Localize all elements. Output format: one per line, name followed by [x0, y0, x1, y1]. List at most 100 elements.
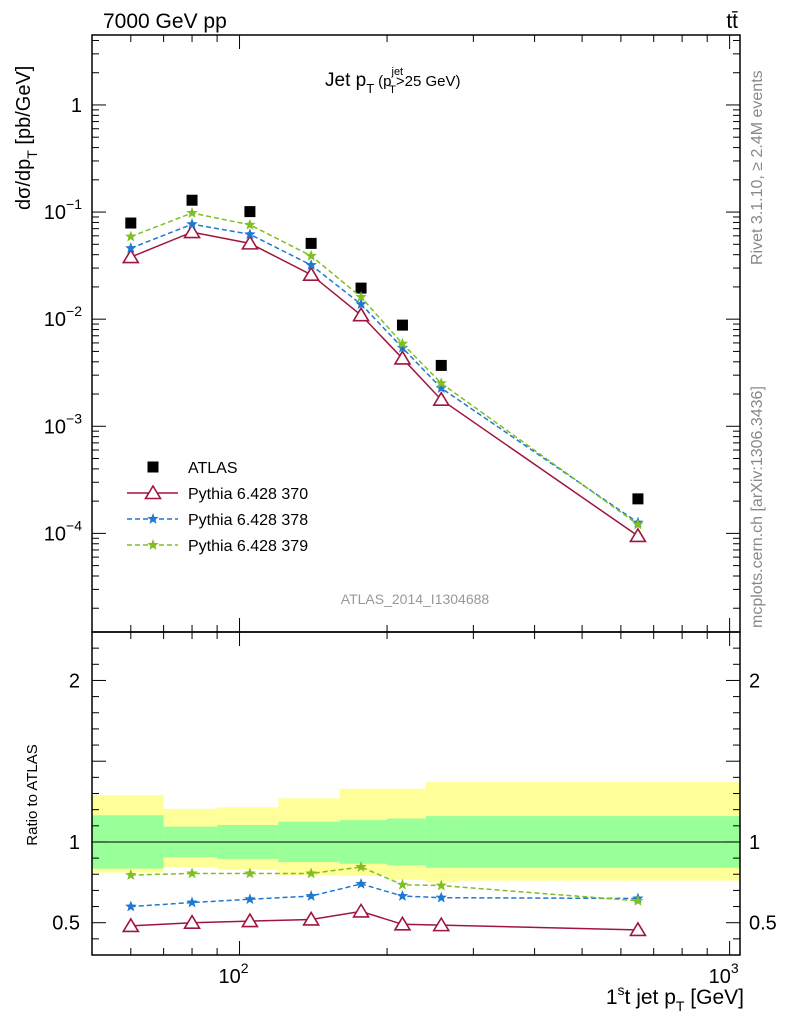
main-point-atlas [125, 217, 137, 229]
main-point-pythia-6-428-370 [183, 223, 201, 239]
legend: ATLAS Pythia 6.428 370 Pythia 6.428 378 Pyt… [127, 460, 308, 555]
ratio-point-pythia-6-428-378 [244, 893, 256, 905]
main-panel: 10−4 10−3 10−2 10−1 1 [44, 34, 741, 633]
legend-label-atlas: ATLAS [188, 460, 238, 477]
ratio-y-tick-label-right: 0.5 [749, 913, 777, 935]
ratio-point-pythia-6-428-378 [125, 900, 137, 912]
ratio-point-pythia-6-428-370 [629, 921, 647, 937]
ratio-point-pythia-6-428-378 [396, 890, 409, 901]
ratio-point-pythia-6-428-379 [186, 867, 198, 879]
main-line-pythia-6-428-370 [130, 231, 639, 537]
legend-marker-atlas [147, 461, 159, 473]
xaxis-label-sub: T [676, 998, 685, 1014]
xaxis-label-mid: t jet p [625, 986, 676, 1009]
main-line-pythia-6-428-379 [130, 212, 639, 526]
ratio-point-pythia-6-428-379 [305, 867, 317, 879]
main-point-pythia-6-428-370 [393, 349, 412, 365]
main-title: Jet pT (pjet T>25 GeV) [325, 66, 460, 96]
main-axis-ticks: 10−4 10−3 10−2 10−1 1 [44, 35, 740, 632]
ratio-line-pythia-6-428-379 [130, 866, 638, 902]
legend-label-pythia-6-428-379: Pythia 6.428 379 [188, 538, 308, 555]
main-y-tick-label: 10−1 [44, 196, 82, 224]
main-point-pythia-6-428-378 [435, 382, 447, 393]
ratio-point-pythia-6-428-379 [244, 867, 256, 879]
main-point-pythia-6-428-378 [305, 259, 317, 270]
main-ylabel-sub: T [24, 150, 40, 159]
x-tick-label: 102 [219, 960, 249, 988]
main-point-pythia-6-428-378 [355, 298, 367, 310]
xaxis-label: 1st jet pT [GeV] [606, 982, 744, 1014]
ratio-y-tick-label-left: 0.5 [52, 913, 80, 935]
main-point-atlas [355, 282, 367, 294]
ratio-y-tick-label-left: 1 [69, 832, 80, 854]
main-y-tick-label: 10−4 [44, 517, 82, 545]
x-tick-label: 103 [709, 960, 739, 988]
analysis-label: ATLAS_2014_I1304688 [341, 591, 490, 607]
ratio-y-tick-label-right: 1 [749, 832, 760, 854]
main-point-pythia-6-428-370 [241, 234, 259, 250]
main-title-sub: T [366, 81, 374, 96]
main-point-pythia-6-428-370 [352, 306, 370, 322]
ratio-point-pythia-6-428-379 [435, 879, 447, 891]
main-point-pythia-6-428-378 [396, 341, 409, 353]
rivet-version-label: Rivet 3.1.10, ≥ 2.4M events [749, 70, 766, 265]
main-y-tick-label: 10−2 [44, 303, 82, 331]
xaxis-label-sup: s [618, 982, 625, 998]
ratio-point-pythia-6-428-379 [396, 878, 409, 890]
main-point-atlas [186, 194, 198, 206]
main-point-pythia-6-428-378 [125, 242, 137, 254]
ratio-y-tick-label-left: 2 [69, 670, 80, 692]
main-title-paren-tail: >25 GeV) [396, 73, 461, 90]
header-left-label: 7000 GeV pp [103, 10, 227, 33]
main-point-pythia-6-428-379 [305, 249, 317, 261]
main-point-pythia-6-428-378 [244, 228, 256, 240]
ratio-point-pythia-6-428-370 [393, 915, 412, 931]
main-title-paren-sup: jet [391, 66, 404, 78]
main-point-pythia-6-428-379 [355, 291, 367, 302]
main-ylabel-suffix: [pb/GeV] [13, 66, 35, 151]
main-ylabel: dσ/dpT [pb/GeV] [13, 66, 40, 210]
legend-marker-pythia-6-428-370 [144, 484, 162, 500]
main-y-tick-label: 10−3 [44, 410, 82, 438]
main-point-pythia-6-428-370 [432, 391, 451, 407]
legend-marker-pythia-6-428-378 [147, 513, 159, 524]
main-point-atlas [244, 206, 256, 218]
ratio-point-pythia-6-428-379 [632, 894, 644, 906]
legend-marker-pythia-6-428-379 [147, 539, 159, 550]
xaxis-label-suffix: [GeV] [684, 986, 744, 1009]
ratio-point-pythia-6-428-378 [305, 890, 317, 901]
main-point-pythia-6-428-370 [121, 248, 140, 264]
header-right-label: tt̄ [726, 10, 738, 33]
ratio-point-pythia-6-428-378 [355, 877, 367, 889]
main-point-pythia-6-428-379 [396, 337, 409, 349]
main-ylabel-prefix: dσ/dp [13, 159, 35, 210]
ratio-uncertainty-bands [92, 782, 740, 883]
main-point-atlas [632, 493, 644, 505]
main-point-atlas [396, 319, 408, 331]
main-point-pythia-6-428-370 [629, 527, 647, 543]
mcplots-label: mcplots.cern.ch [arXiv:1306.3436] [749, 386, 766, 628]
main-point-pythia-6-428-379 [632, 518, 644, 530]
main-point-pythia-6-428-379 [125, 230, 137, 242]
ratio-point-pythia-6-428-370 [183, 914, 201, 929]
ratio-y-tick-label-right: 2 [749, 670, 760, 692]
main-title-paren: (p [378, 73, 391, 90]
main-point-pythia-6-428-379 [435, 377, 447, 389]
ratio-axis-ticks: 0.5 0.5 1 1 2 2 102 103 [52, 631, 777, 988]
main-point-atlas [305, 237, 317, 249]
ratio-series-group [121, 860, 647, 937]
ratio-ylabel: Ratio to ATLAS [24, 744, 41, 845]
ratio-point-pythia-6-428-378 [435, 891, 447, 903]
legend-label-pythia-6-428-378: Pythia 6.428 378 [188, 512, 308, 529]
ratio-line-pythia-6-428-370 [130, 910, 638, 931]
ratio-point-pythia-6-428-370 [302, 910, 321, 926]
main-title-text: Jet p [325, 70, 366, 91]
ratio-line-pythia-6-428-378 [130, 883, 638, 908]
ratio-point-pythia-6-428-379 [355, 860, 367, 872]
main-point-pythia-6-428-370 [302, 266, 321, 282]
main-point-pythia-6-428-378 [186, 218, 198, 230]
legend-label-pythia-6-428-370: Pythia 6.428 370 [188, 486, 308, 503]
main-y-tick-label: 1 [71, 95, 82, 117]
main-point-pythia-6-428-379 [186, 207, 198, 218]
